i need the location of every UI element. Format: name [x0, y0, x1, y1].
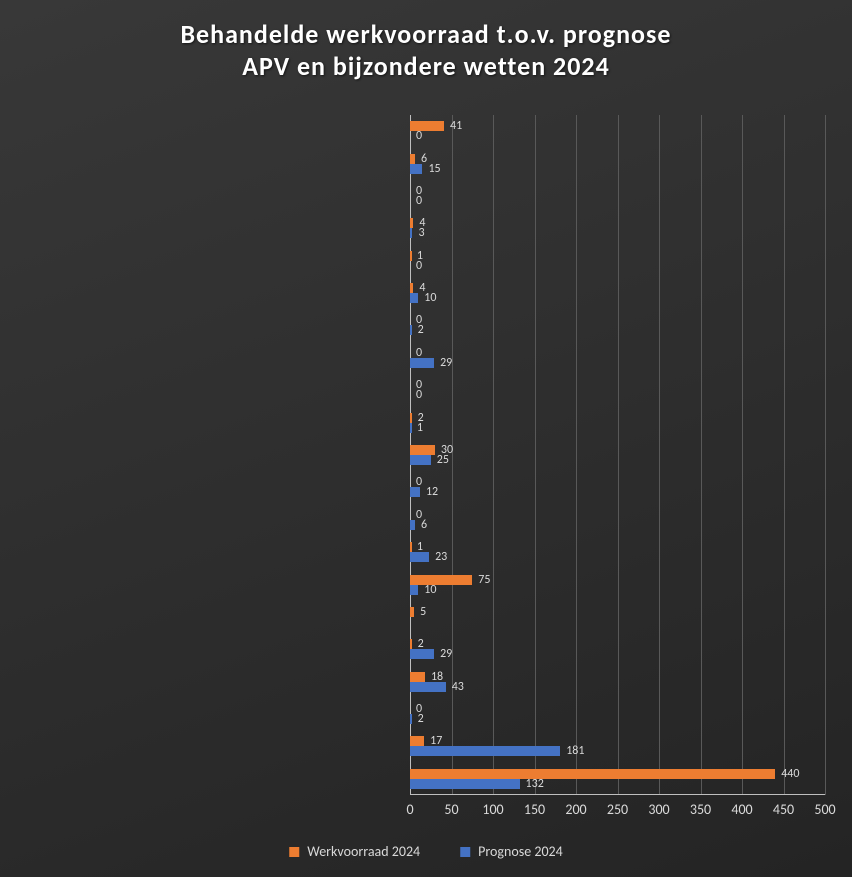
data-label: 0 [416, 194, 422, 208]
x-tick-label: 50 [444, 801, 458, 818]
bar-werkvoorraad [410, 542, 412, 552]
x-tick-label: 200 [565, 801, 586, 818]
gridline [825, 115, 826, 795]
x-tick-label: 450 [773, 801, 794, 818]
bar-prognose [410, 520, 415, 530]
data-label: 41 [450, 119, 462, 133]
bar-prognose [410, 746, 560, 756]
bar-werkvoorraad [410, 575, 472, 585]
bar-werkvoorraad [410, 154, 415, 164]
bar-werkvoorraad [410, 283, 413, 293]
data-label: 25 [437, 453, 449, 467]
x-tick-label: 300 [648, 801, 669, 818]
data-label: 15 [428, 162, 440, 176]
legend-item: Werkvoorraad 2024 [289, 843, 420, 860]
bar-prognose [410, 682, 446, 692]
bar-werkvoorraad [410, 218, 413, 228]
bar-prognose [410, 585, 418, 595]
bar-prognose [410, 487, 420, 497]
x-tick-label: 500 [814, 801, 835, 818]
bar-werkvoorraad [410, 251, 412, 261]
data-label: 29 [440, 647, 452, 661]
data-label: 440 [781, 767, 799, 781]
legend-label: Werkvoorraad 2024 [307, 843, 420, 860]
data-label: 23 [435, 550, 447, 564]
data-label: 0 [416, 388, 422, 402]
x-tick-label: 0 [406, 801, 413, 818]
gridline [535, 115, 536, 795]
x-tick-label: 250 [607, 801, 628, 818]
legend-item: Prognose 2024 [460, 843, 563, 860]
title-line-2: APV en bijzondere wetten 2024 [0, 50, 852, 82]
legend-label: Prognose 2024 [478, 843, 563, 860]
data-label: 6 [421, 518, 427, 532]
data-label: 2 [418, 712, 424, 726]
bar-prognose [410, 714, 412, 724]
data-label: 5 [420, 605, 426, 619]
data-label: 29 [440, 356, 452, 370]
data-label: 181 [566, 744, 584, 758]
bar-werkvoorraad [410, 607, 414, 617]
gridline [784, 115, 785, 795]
gridline [742, 115, 743, 795]
bar-werkvoorraad [410, 639, 412, 649]
bar-prognose [410, 649, 434, 659]
data-label: 2 [418, 323, 424, 337]
bar-prognose [410, 164, 422, 174]
data-label: 75 [478, 573, 490, 587]
x-tick-label: 350 [690, 801, 711, 818]
bar-prognose [410, 423, 412, 433]
bar-prognose [410, 455, 431, 465]
data-label: 0 [416, 259, 422, 273]
x-tick-label: 150 [524, 801, 545, 818]
bar-werkvoorraad [410, 413, 412, 423]
x-tick-label: 100 [482, 801, 503, 818]
bar-prognose [410, 779, 520, 789]
data-label: 10 [424, 583, 436, 597]
data-label: 10 [424, 291, 436, 305]
bar-prognose [410, 552, 429, 562]
data-label: 43 [452, 680, 464, 694]
legend-swatch [460, 847, 470, 857]
plot-area: 4160414000230001755218017440015030102290… [410, 115, 825, 795]
legend-swatch [289, 847, 299, 857]
chart-title: Behandelde werkvoorraad t.o.v. prognose … [0, 18, 852, 82]
gridline [493, 115, 494, 795]
x-axis [410, 794, 825, 795]
bar-prognose [410, 325, 412, 335]
bar-werkvoorraad [410, 769, 775, 779]
gridline [659, 115, 660, 795]
x-tick-label: 400 [731, 801, 752, 818]
bar-prognose [410, 358, 434, 368]
bar-werkvoorraad [410, 445, 435, 455]
bar-werkvoorraad [410, 736, 424, 746]
bar-werkvoorraad [410, 672, 425, 682]
bar-prognose [410, 228, 412, 238]
data-label: 132 [526, 777, 544, 791]
chart-container: Behandelde werkvoorraad t.o.v. prognose … [0, 0, 852, 877]
gridline [576, 115, 577, 795]
gridline [618, 115, 619, 795]
data-label: 12 [426, 485, 438, 499]
data-label: 0 [416, 129, 422, 143]
title-line-1: Behandelde werkvoorraad t.o.v. prognose [0, 18, 852, 50]
bar-prognose [410, 293, 418, 303]
gridline [701, 115, 702, 795]
data-label: 1 [417, 421, 423, 435]
data-label: 3 [418, 226, 424, 240]
legend: Werkvoorraad 2024 Prognose 2024 [289, 843, 563, 860]
